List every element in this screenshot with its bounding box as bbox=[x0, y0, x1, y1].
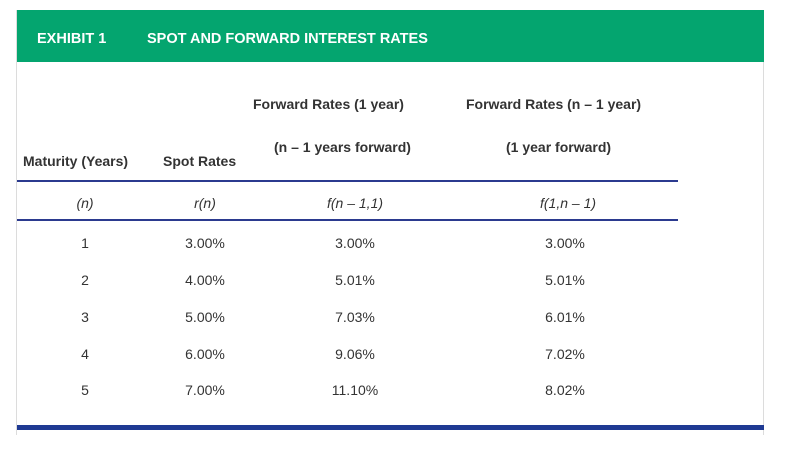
cell-maturity: 4 bbox=[81, 346, 89, 362]
cell-spot: 6.00% bbox=[185, 346, 225, 362]
cell-spot: 4.00% bbox=[185, 272, 225, 288]
cell-forward-n1: 6.01% bbox=[545, 309, 585, 325]
cell-maturity: 5 bbox=[81, 382, 89, 398]
cell-forward-n1: 7.02% bbox=[545, 346, 585, 362]
cell-forward-1y: 5.01% bbox=[335, 272, 375, 288]
symbol-maturity: (n) bbox=[76, 195, 94, 211]
header-forward-1y-line1: Forward Rates (1 year) bbox=[253, 96, 404, 112]
exhibit-bottom-bar bbox=[17, 425, 764, 430]
symbol-spot: r(n) bbox=[194, 195, 216, 211]
header-forward-1y-line2: (n – 1 years forward) bbox=[274, 139, 411, 155]
symbol-forward-n1: f(1,n – 1) bbox=[539, 195, 597, 211]
table-top-rule bbox=[17, 180, 678, 182]
header-forward-n1-line2: (1 year forward) bbox=[506, 139, 612, 155]
header-spot: Spot Rates bbox=[163, 153, 237, 169]
cell-forward-1y: 11.10% bbox=[331, 382, 379, 398]
header-maturity: Maturity (Years) bbox=[23, 153, 129, 169]
cell-forward-n1: 3.00% bbox=[545, 235, 585, 251]
header-forward-n1-line1: Forward Rates (n – 1 year) bbox=[466, 96, 642, 112]
exhibit-title: SPOT AND FORWARD INTEREST RATES bbox=[147, 31, 428, 47]
exhibit-header: EXHIBIT 1 SPOT AND FORWARD INTEREST RATE… bbox=[17, 10, 764, 62]
cell-maturity: 1 bbox=[81, 235, 89, 251]
symbol-forward-1y: f(n – 1,1) bbox=[326, 195, 384, 211]
cell-forward-n1: 8.02% bbox=[545, 382, 585, 398]
cell-spot: 5.00% bbox=[185, 309, 225, 325]
cell-maturity: 2 bbox=[81, 272, 89, 288]
exhibit-number: EXHIBIT 1 bbox=[37, 31, 107, 47]
cell-forward-n1: 5.01% bbox=[545, 272, 585, 288]
cell-spot: 7.00% bbox=[185, 382, 225, 398]
cell-maturity: 3 bbox=[81, 309, 89, 325]
cell-spot: 3.00% bbox=[185, 235, 225, 251]
cell-forward-1y: 9.06% bbox=[335, 346, 375, 362]
cell-forward-1y: 7.03% bbox=[335, 309, 375, 325]
cell-forward-1y: 3.00% bbox=[335, 235, 375, 251]
table-header-rule bbox=[17, 219, 678, 221]
exhibit-panel: EXHIBIT 1 SPOT AND FORWARD INTEREST RATE… bbox=[16, 10, 764, 435]
